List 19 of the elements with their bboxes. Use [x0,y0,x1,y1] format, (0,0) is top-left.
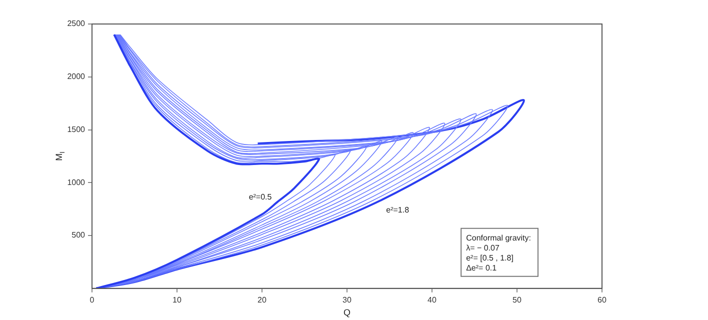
x-tick-label: 10 [172,295,182,304]
series-label: e²=1.8 [386,206,410,215]
y-tick-label: 500 [72,230,86,240]
annotation: e²= [0.5 , 1.8] [466,253,514,262]
series-label: e²=0.5 [248,192,272,202]
y-tick-label: 1000 [67,178,86,187]
annotation: λ= − 0.07 [466,243,500,252]
x-tick-label: 60 [598,295,607,304]
y-tick-label: 2000 [67,72,86,82]
annotation: Conformal gravity: [466,233,532,242]
x-tick-label: 50 [512,295,522,304]
y-tick-label: 1500 [67,124,86,134]
x-tick-label: 20 [258,295,267,304]
x-axis-title: Q [344,307,351,318]
x-tick-label: 30 [342,295,352,304]
x-tick-label: 40 [428,295,437,304]
y-tick-label: 2500 [67,19,86,28]
x-tick-label: 0 [90,295,95,304]
annotation: Δe²= 0.1 [466,263,498,272]
